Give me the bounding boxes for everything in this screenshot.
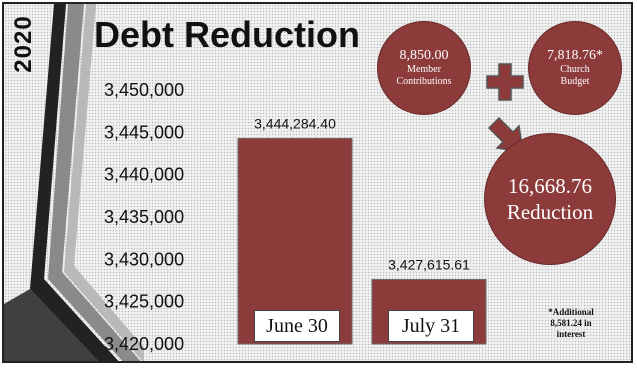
reduction-label: Reduction — [506, 200, 594, 224]
member-contributions-value: 8,850.00 — [399, 48, 449, 63]
decorative-stripes — [4, 4, 144, 361]
church-budget-bubble: 7,818.76* Church Budget — [528, 21, 622, 115]
y-tick-label: 3,445,000 — [104, 122, 184, 142]
bar-value-label: 3,444,284.40 — [254, 115, 336, 131]
category-label-june-30: June 30 — [254, 310, 340, 342]
y-tick-label: 3,430,000 — [104, 249, 184, 269]
interest-note: *Additional 8,581.24 in interest — [531, 307, 611, 340]
church-budget-label-1: Church — [560, 64, 590, 75]
reduction-bubble: 16,668.76 Reduction — [484, 133, 616, 265]
y-tick-label: 3,440,000 — [104, 165, 184, 185]
church-budget-label-2: Budget — [560, 76, 590, 87]
member-contributions-bubble: 8,850.00 Member Contributions — [377, 21, 471, 115]
slide: 2020 Debt Reduction 3,450,000 3,445,000 3,… — [2, 2, 633, 363]
y-tick-label: 3,435,000 — [104, 207, 184, 227]
page-title: Debt Reduction — [94, 14, 360, 55]
reduction-value: 16,668.76 — [508, 174, 592, 198]
y-tick-label: 3,450,000 — [104, 80, 184, 100]
category-label-july-31: July 31 — [388, 310, 474, 342]
interest-note-line-2: 8,581.24 in — [550, 318, 592, 328]
member-contributions-label-2: Contributions — [396, 76, 452, 87]
bar — [237, 137, 353, 345]
interest-note-line-3: interest — [556, 329, 586, 339]
bar-value-label: 3,427,615.61 — [388, 257, 470, 273]
plus-icon — [486, 63, 524, 101]
church-budget-value: 7,818.76* — [547, 48, 603, 63]
interest-note-line-1: *Additional — [548, 307, 594, 317]
y-tick-label: 3,425,000 — [104, 292, 184, 312]
y-tick-label: 3,420,000 — [104, 334, 184, 354]
member-contributions-label-1: Member — [407, 64, 441, 75]
